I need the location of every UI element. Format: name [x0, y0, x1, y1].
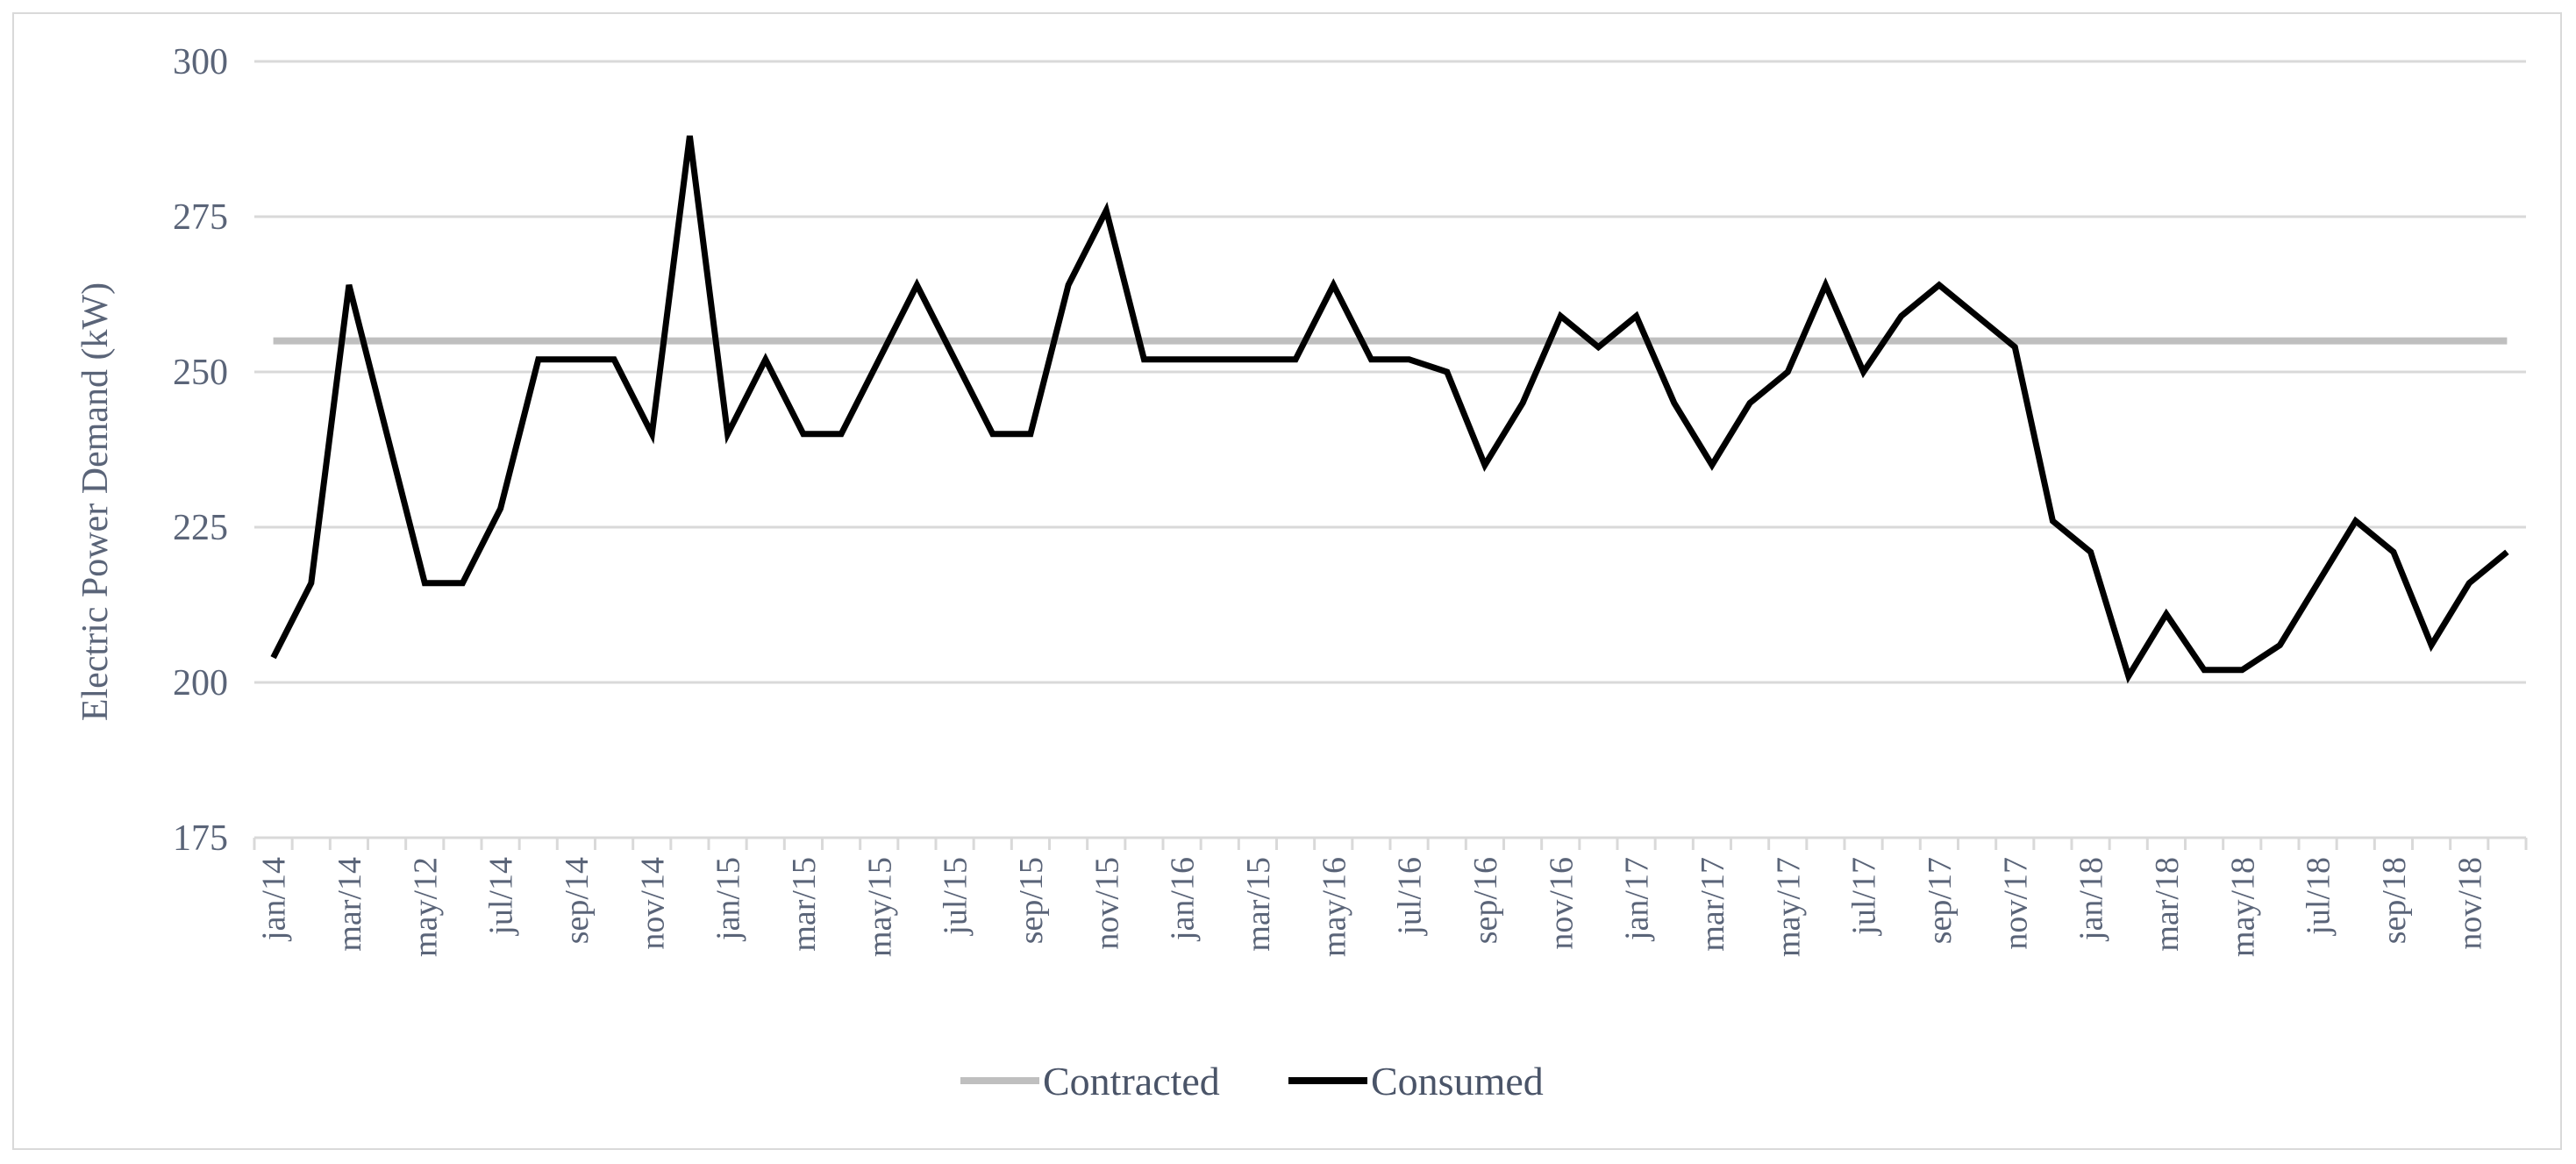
x-tick-label: nov/14 [634, 857, 671, 950]
x-tick-label: mar/15 [786, 857, 823, 952]
x-tick-label: sep/18 [2376, 857, 2413, 944]
x-tick-label: mar/15 [1240, 857, 1277, 952]
x-tick-label: jan/15 [710, 857, 747, 942]
y-tick-label: 275 [173, 197, 228, 238]
x-tick-label: may/16 [1316, 857, 1352, 957]
x-tick-label: jul/14 [483, 857, 520, 937]
y-axis-title: Electric Power Demand (kW) [75, 282, 116, 721]
legend: Contracted Consumed [960, 1059, 1544, 1103]
x-tick-label: mar/14 [332, 857, 368, 952]
x-tick-label: jan/14 [256, 857, 293, 942]
x-tick-label: nov/15 [1088, 857, 1125, 950]
x-tick-label: mar/17 [1695, 857, 1731, 952]
legend-label-consumed: Consumed [1371, 1059, 1544, 1103]
x-tick-label: sep/15 [1013, 857, 1050, 944]
x-tick-label: may/18 [2224, 857, 2261, 957]
x-tick-label: sep/17 [1922, 857, 1959, 944]
y-tick-label: 200 [173, 663, 228, 703]
y-tick-label: 250 [173, 353, 228, 393]
x-tick-label: may/15 [861, 857, 898, 957]
y-tick-label: 300 [173, 42, 228, 82]
x-tick-label: jan/18 [2073, 857, 2110, 942]
x-tick-label: jan/17 [1619, 857, 1656, 942]
x-tick-label: nov/17 [1997, 857, 2034, 950]
x-tick-label: nov/18 [2451, 857, 2488, 950]
legend-label-contracted: Contracted [1043, 1059, 1220, 1103]
y-tick-label: 225 [173, 508, 228, 548]
gridlines [253, 60, 2528, 850]
x-tick-label: nov/16 [1543, 857, 1580, 950]
x-tick-label: may/12 [407, 857, 444, 957]
series-lines [270, 135, 2509, 684]
x-tick-label: jul/16 [1392, 857, 1429, 937]
x-tick-label: jan/16 [1165, 857, 1202, 942]
x-tick-label: jul/17 [1846, 857, 1883, 937]
x-tick-label: jul/15 [938, 857, 974, 937]
y-tick-label: 175 [173, 818, 228, 859]
series-line-consumed [270, 135, 2509, 684]
y-tick-labels: 175 200 225 250 275 300 [173, 42, 228, 859]
x-tick-label: sep/16 [1467, 857, 1504, 944]
x-tick-label: may/17 [1770, 857, 1807, 957]
x-tick-label: mar/18 [2149, 857, 2186, 952]
x-tick-label: sep/14 [559, 857, 596, 944]
x-tick-labels: jan/14 mar/14 may/12 jul/14 sep/14 nov/14 jan/… [256, 857, 2489, 957]
x-tick-label: jul/18 [2301, 857, 2337, 937]
